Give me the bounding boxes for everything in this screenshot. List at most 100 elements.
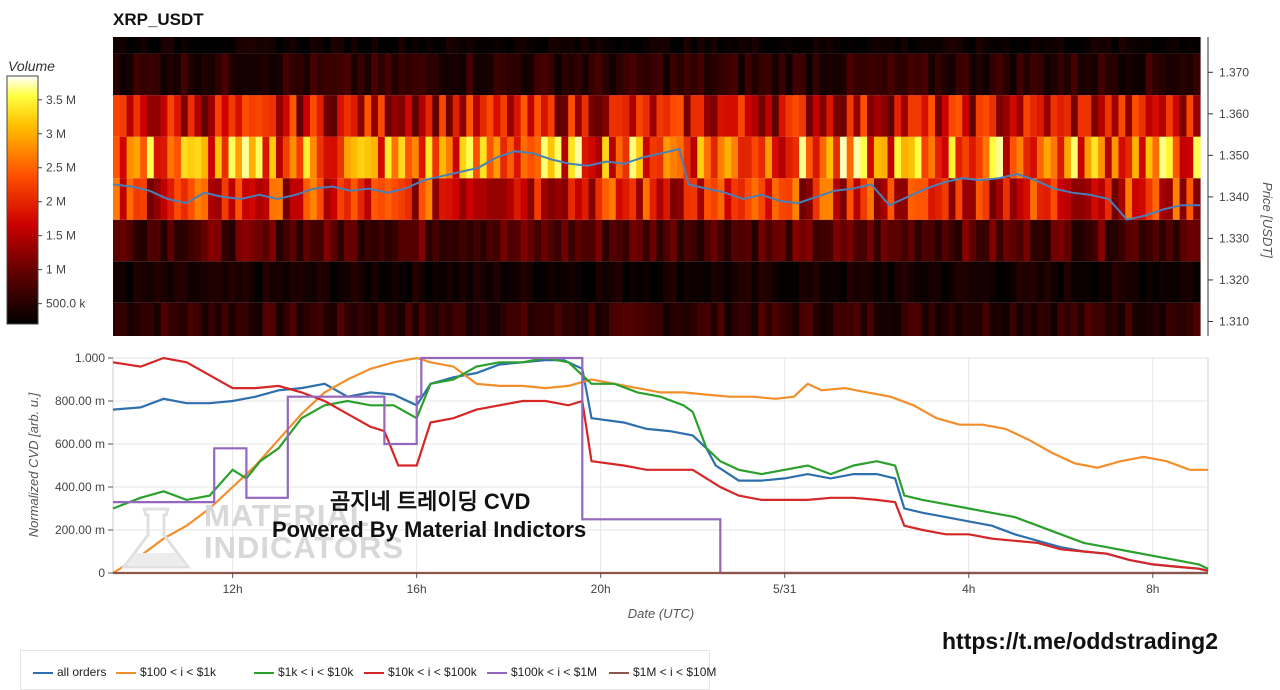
heatmap-cell [1002,53,1011,96]
heatmap-cell [140,53,148,96]
heatmap-cell [221,302,230,336]
heatmap-cell [398,136,406,179]
heatmap-cell [377,53,386,96]
heatmap-cell [187,37,196,54]
heatmap-cell [248,53,257,96]
heatmap-cell [303,95,311,137]
heatmap-cell [690,136,698,179]
heatmap-cell [330,136,338,179]
heatmap-cell [1016,219,1024,262]
heatmap-cell [1138,53,1147,96]
heatmap-cell [1186,136,1194,179]
heatmap-cell [595,53,603,96]
heatmap-cell [160,261,168,303]
heatmap-cell [683,178,692,220]
cvd-x-tick-label: 5/31 [773,582,797,596]
heatmap-cell [853,95,861,137]
heatmap-cell [1186,53,1194,96]
heatmap-cell [996,178,1004,220]
heatmap-cell [1179,53,1188,96]
heatmap-cell [1152,37,1160,54]
heatmap-cell [262,136,270,179]
heatmap-cell [710,53,719,96]
heatmap-cell [826,53,834,96]
heatmap-cell [1023,261,1031,303]
heatmap-cell [248,136,257,179]
heatmap-cell [880,37,889,54]
heatmap-cell [969,261,977,303]
heatmap-cell [615,53,624,96]
legend-item[interactable]: $1k < i < $10k [254,665,353,679]
cvd-series-line [113,356,1208,575]
heatmap-cell [507,178,515,220]
heatmap-cell [242,261,250,303]
heatmap-cell [1145,136,1154,179]
heatmap-cell [228,219,236,262]
heatmap-cell [486,178,495,220]
heatmap-cell [146,219,155,262]
heatmap-cell [744,95,753,137]
price-axis-tick-label: 1.330 [1219,231,1249,245]
heatmap-cell [520,95,529,137]
heatmap-cell [731,136,739,179]
heatmap-cell [867,53,875,96]
heatmap-cell [833,37,841,54]
heatmap-cell [520,261,529,303]
heatmap-cell [1016,178,1024,220]
heatmap-cell [405,136,413,179]
heatmap-cell [534,219,542,262]
heatmap-cell [500,37,508,54]
heatmap-cell [1159,136,1167,179]
heatmap-cell [935,302,943,336]
heatmap-cell [846,302,855,336]
heatmap-cell [1050,53,1058,96]
heatmap-cell [133,302,141,336]
heatmap-cell [167,95,175,137]
heatmap-cell [873,219,882,262]
legend-item[interactable]: $1M < i < $10M [609,665,716,679]
heatmap-cell [180,136,189,179]
cvd-y-tick-label: 800.00 m [55,394,105,408]
heatmap-cell [704,261,712,303]
colorbar-tick-label: 1.5 M [46,229,76,243]
price-axis-tick-label: 1.360 [1219,107,1249,121]
heatmap-cell [602,136,610,179]
heatmap-cell [1091,95,1099,137]
legend-item[interactable]: all orders [33,665,106,679]
legend-item[interactable]: $100k < i < $1M [487,665,597,679]
heatmap-cell [1166,136,1174,179]
heatmap-cell [785,136,793,179]
heatmap-cell [1002,178,1011,220]
heatmap-cell [649,37,658,54]
heatmap-cell [350,219,359,262]
heatmap-cell [588,178,596,220]
heatmap-cell [303,261,311,303]
heatmap-cell [1002,95,1011,137]
heatmap-cell [1064,302,1072,336]
heatmap-cell [697,261,705,303]
heatmap-cell [140,302,148,336]
heatmap-cell [1159,178,1167,220]
heatmap-cell [928,37,936,54]
heatmap-cell [276,53,284,96]
heatmap-cell [513,95,522,137]
heatmap-cell [690,219,698,262]
heatmap-cell [377,136,386,179]
heatmap-cell [1070,302,1079,336]
legend-item[interactable]: $100 < i < $1k [116,665,216,679]
heatmap-cell [1016,53,1024,96]
heatmap-cell [982,178,990,220]
heatmap-cell [670,302,678,336]
heatmap-cell [384,219,393,262]
heatmap-cell [969,37,977,54]
heatmap-cell [765,219,773,262]
heatmap-cell [235,219,243,262]
heatmap-cell [948,219,957,262]
heatmap-cell [833,136,841,179]
heatmap-cell [765,261,773,303]
heatmap-cell [513,178,522,220]
heatmap-cell [826,302,834,336]
legend-item[interactable]: $10k < i < $100k [364,665,477,679]
heatmap-cell [1043,302,1052,336]
heatmap-cell [398,95,406,137]
